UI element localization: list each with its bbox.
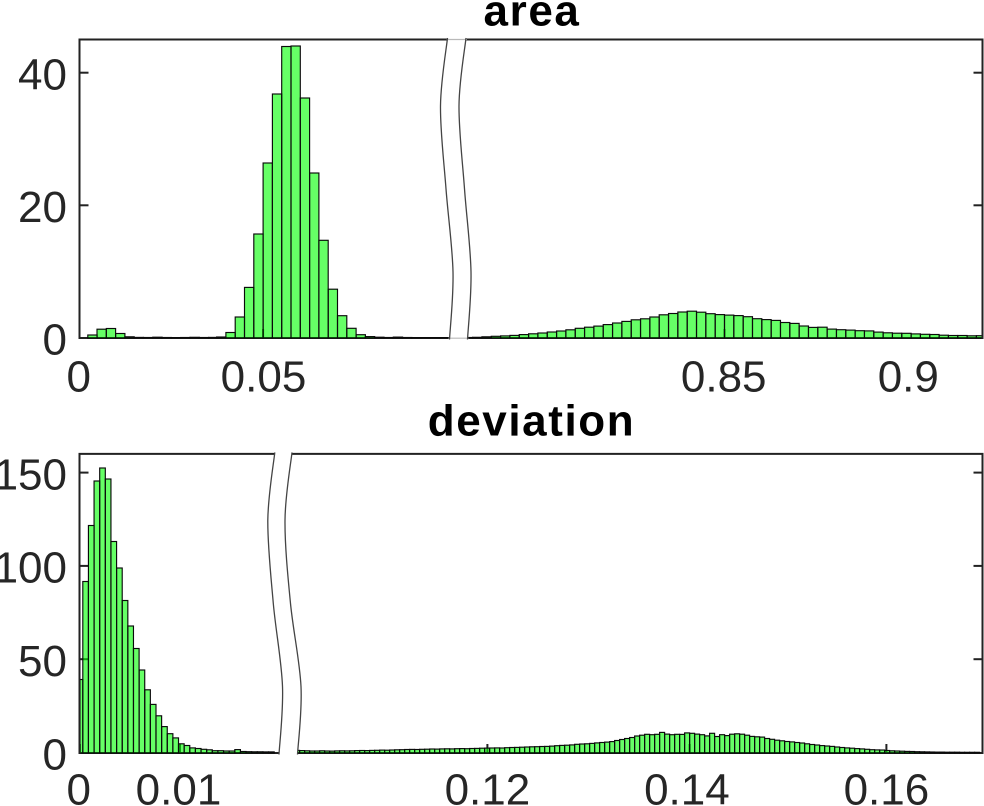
- svg-text:deviation: deviation: [428, 397, 636, 446]
- svg-text:20: 20: [18, 183, 67, 232]
- svg-text:area: area: [484, 0, 581, 36]
- svg-text:0.01: 0.01: [136, 766, 222, 806]
- svg-text:0: 0: [43, 731, 67, 780]
- svg-text:0.16: 0.16: [844, 766, 930, 806]
- svg-text:100: 100: [0, 544, 67, 593]
- svg-text:0.14: 0.14: [644, 766, 730, 806]
- svg-text:40: 40: [18, 50, 67, 99]
- svg-text:0: 0: [67, 766, 91, 806]
- svg-text:150: 150: [0, 450, 67, 499]
- svg-text:0: 0: [67, 353, 91, 402]
- svg-text:0.9: 0.9: [878, 353, 939, 402]
- svg-text:0.12: 0.12: [445, 766, 531, 806]
- svg-text:0.85: 0.85: [681, 353, 767, 402]
- svg-text:50: 50: [18, 637, 67, 686]
- svg-text:0.05: 0.05: [221, 353, 307, 402]
- svg-text:0: 0: [43, 316, 67, 365]
